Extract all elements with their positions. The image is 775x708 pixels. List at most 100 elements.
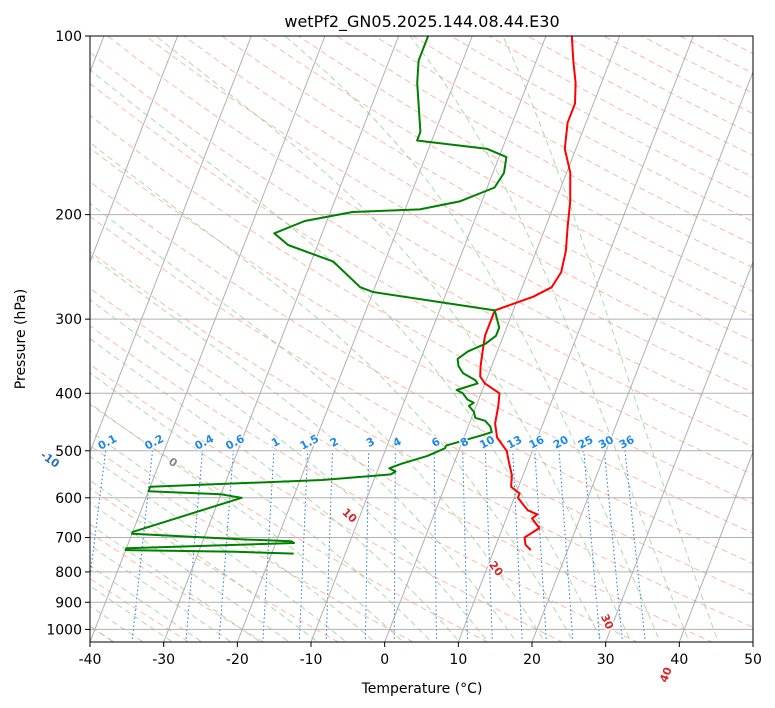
dewpoint-profile xyxy=(124,36,508,555)
x-tick-label: 50 xyxy=(744,652,762,668)
moist-adiabat-line xyxy=(90,544,233,642)
line-labels: -100-90-80-70-60-50-40-30-20-100.10.20.4… xyxy=(0,430,676,685)
mixing-ratio-line xyxy=(462,450,469,642)
moist-adiabat-line xyxy=(283,36,661,642)
mixing-ratio-line xyxy=(364,450,370,642)
dry-adiabat-line xyxy=(106,36,753,420)
mixing-ratio-label: 4 xyxy=(391,435,404,450)
mixing-ratio-line xyxy=(262,450,275,642)
x-tick-label: 20 xyxy=(523,652,541,668)
dry-adiabat-line xyxy=(602,36,753,115)
x-axis: -40 -30 -20 -10 0 10 20 30 40 50 xyxy=(79,642,762,668)
dry-adiabat-line xyxy=(90,287,713,642)
moist-adiabat-line xyxy=(90,202,546,642)
moist-adiabat-line xyxy=(90,372,433,642)
mixing-ratio-line xyxy=(512,450,523,642)
x-tick-label: -40 xyxy=(79,652,102,668)
mixing-ratio-line xyxy=(131,450,154,642)
dry-adiabat-line xyxy=(90,445,414,642)
dry-adiabat-line xyxy=(526,36,753,157)
moist-adiabat-line xyxy=(90,523,262,642)
mixing-ratio-line xyxy=(583,450,601,642)
x-tick-label: 30 xyxy=(597,652,615,668)
mixing-ratio-label: 30 xyxy=(596,433,616,452)
mixing-ratio-label: 36 xyxy=(617,433,637,452)
y-axis: 100 200 300 400 500 600 700 800 900 1000 xyxy=(46,29,90,638)
y-tick-label: 300 xyxy=(55,312,82,328)
mixing-ratio-line xyxy=(484,450,493,642)
moist-adiabat-line xyxy=(90,502,290,642)
dry-adiabat-line xyxy=(335,36,753,269)
x-tick-label: 0 xyxy=(380,652,389,668)
isotherm-line xyxy=(310,36,547,642)
moist-adiabat-line xyxy=(90,254,518,642)
dry-adiabat-line xyxy=(740,9,775,647)
mixing-ratio-label: 13 xyxy=(505,433,525,452)
x-axis-label: Temperature (°C) xyxy=(361,681,483,697)
mixing-ratio-line xyxy=(433,450,438,642)
mixing-ratio-label: 0.2 xyxy=(143,432,166,453)
dry-adiabat-line xyxy=(717,36,753,55)
moist-adiabat-label: 30 xyxy=(598,612,616,632)
y-tick-label: 100 xyxy=(55,29,82,45)
dry-adiabat-line xyxy=(90,577,190,642)
chart-title: wetPf2_GN05.2025.144.08.44.E30 xyxy=(284,12,559,32)
moist-adiabat-line xyxy=(90,141,575,642)
dry-adiabat-line xyxy=(144,36,753,394)
dry-adiabat-line xyxy=(90,215,753,596)
mixing-ratio-line xyxy=(558,450,574,642)
mixing-ratio-line xyxy=(325,450,333,642)
x-tick-label: -20 xyxy=(226,652,249,668)
isotherm-line xyxy=(90,36,179,264)
moist-adiabat-line xyxy=(90,402,404,642)
mixing-ratio-label: 20 xyxy=(551,433,571,452)
moist-adiabat-line xyxy=(409,36,690,642)
y-tick-label: 900 xyxy=(55,595,82,611)
mixing-ratio-line xyxy=(624,450,646,642)
dry-adiabat-line xyxy=(564,36,753,135)
dry-adiabat-line xyxy=(90,403,489,642)
mixing-ratio-line xyxy=(185,450,204,642)
x-tick-label: -30 xyxy=(152,652,175,668)
dry-adiabat-line xyxy=(259,36,753,317)
temperature-profile xyxy=(479,36,577,551)
dry-adiabat-line xyxy=(90,251,753,628)
y-tick-label: 800 xyxy=(55,565,82,581)
plot-frame xyxy=(89,35,754,643)
dry-adiabat-line xyxy=(90,532,265,642)
profiles xyxy=(124,36,577,555)
isotherm-line xyxy=(236,36,473,642)
mixing-ratio-label: 2 xyxy=(328,435,341,450)
moist-adiabat-line xyxy=(154,36,632,642)
mixing-ratio-line xyxy=(90,450,107,581)
y-tick-label: 400 xyxy=(55,386,82,402)
mixing-ratio-line xyxy=(218,450,234,642)
dry-adiabat-line xyxy=(90,325,639,642)
moist-adiabat-line xyxy=(90,337,461,642)
moist-adiabat-line xyxy=(90,430,376,642)
mixing-ratio-label: 0.4 xyxy=(193,432,217,453)
mixing-ratio-label: 25 xyxy=(576,433,596,452)
moist-adiabat-label: 0 xyxy=(166,455,180,470)
isotherm-line xyxy=(90,36,252,454)
moist-adiabat-line xyxy=(90,69,603,642)
isotherm-line xyxy=(90,36,326,642)
y-tick-label: 600 xyxy=(55,491,82,507)
x-tick-label: 10 xyxy=(449,652,467,668)
y-axis-label: Pressure (hPa) xyxy=(13,289,29,389)
mixing-ratio-line xyxy=(393,450,396,642)
mixing-ratio-line xyxy=(603,450,623,642)
moist-adiabat-line xyxy=(90,479,319,642)
x-tick-label: -10 xyxy=(300,652,323,668)
y-tick-label: 500 xyxy=(55,444,82,460)
x-tick-label: 40 xyxy=(670,652,688,668)
mixing-ratio-label: 1 xyxy=(269,435,282,450)
dry-adiabat-line xyxy=(90,363,564,642)
dry-adiabat-line xyxy=(221,36,753,342)
isotherm-line xyxy=(605,260,753,642)
dry-adiabat-line xyxy=(297,36,753,293)
dry-adiabat-line xyxy=(90,487,340,642)
y-tick-label: 700 xyxy=(55,531,82,547)
y-tick-label: 1000 xyxy=(46,622,82,638)
